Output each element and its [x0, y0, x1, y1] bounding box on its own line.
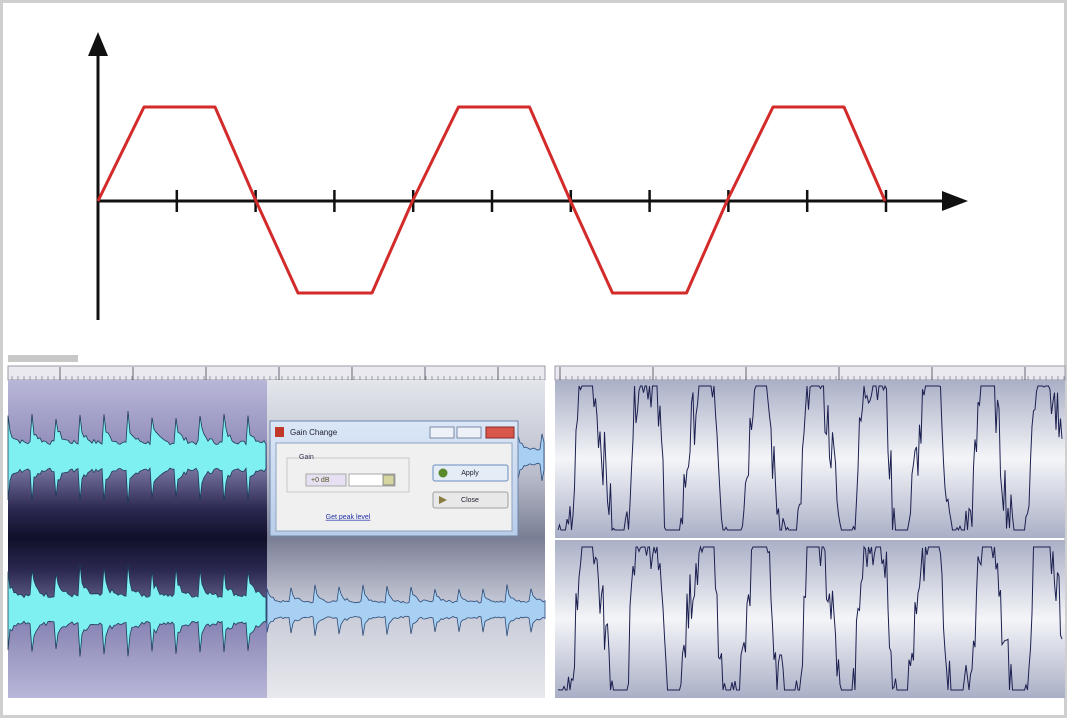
track-ch1: [555, 380, 1065, 538]
track-ch2: [267, 538, 545, 698]
group-label: Gain: [299, 454, 314, 461]
right-editor: [555, 366, 1065, 698]
page: Gain Change Gain +0 dB Get peak level Ap…: [0, 0, 1067, 718]
dialog-icon: [275, 427, 284, 437]
apply-icon: [439, 469, 448, 478]
dialog-title: Gain Change: [290, 428, 338, 437]
ruler: [8, 366, 545, 380]
peak-link[interactable]: Get peak level: [326, 514, 371, 521]
apply-label: Apply: [461, 470, 479, 477]
help-button[interactable]: [457, 427, 481, 438]
spinner-arrows[interactable]: [383, 475, 394, 485]
close-label: Close: [461, 497, 479, 504]
gain-dialog: Gain Change Gain +0 dB Get peak level Ap…: [270, 421, 518, 536]
gain-value: +0 dB: [311, 477, 330, 484]
track-ch2: [555, 540, 1065, 698]
ruler: [555, 366, 1065, 380]
scroll-bar: [8, 355, 78, 362]
close-x-button[interactable]: [486, 427, 514, 438]
minimize-button[interactable]: [430, 427, 454, 438]
